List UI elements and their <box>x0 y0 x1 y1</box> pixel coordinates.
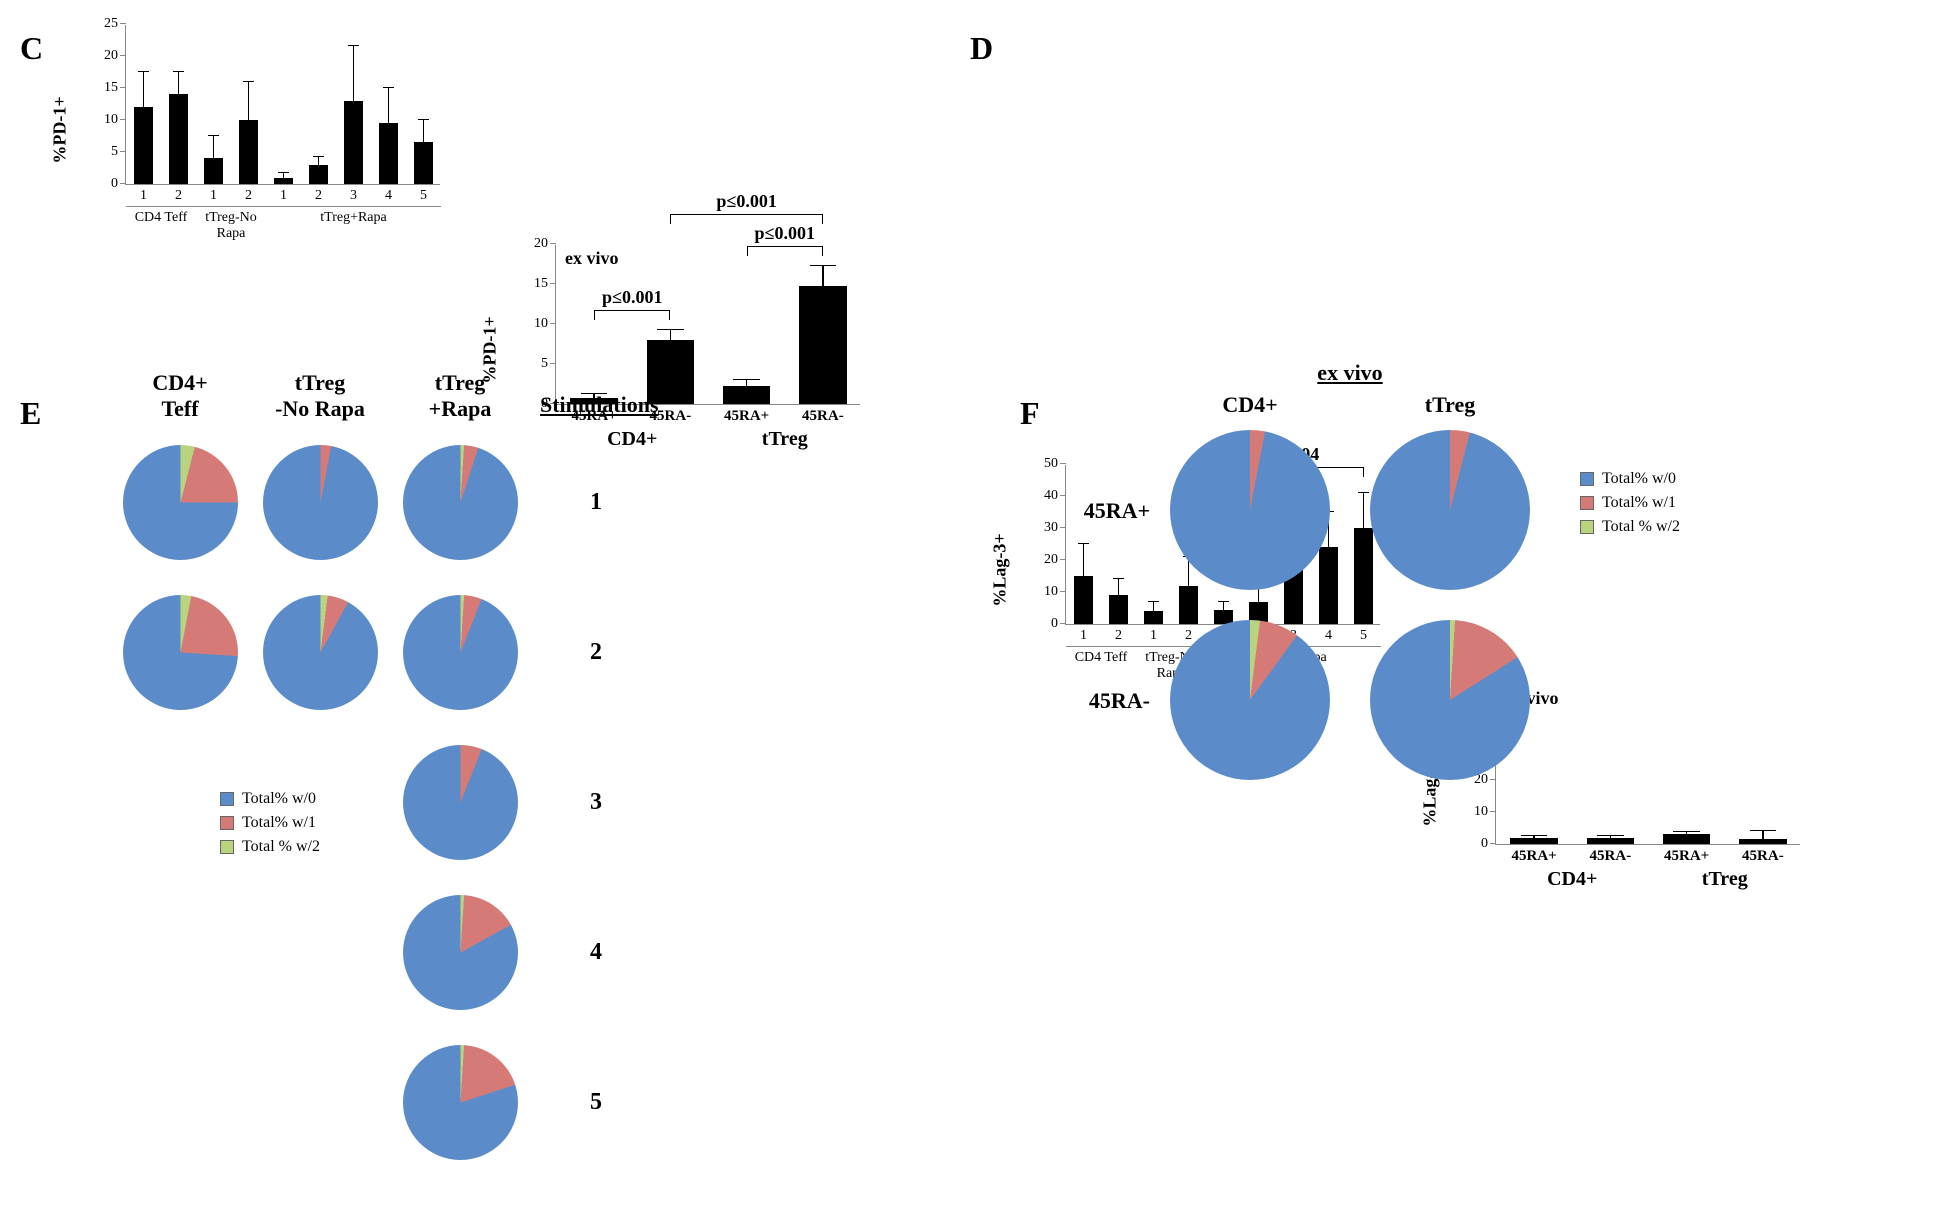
bar <box>414 142 433 184</box>
y-tick-label: 10 <box>534 316 556 332</box>
bar <box>309 165 328 184</box>
bar <box>204 158 223 184</box>
row-header: 45RA- <box>1060 688 1150 714</box>
pie-chart <box>123 595 238 710</box>
x-tick-label: 45RA+ <box>1664 844 1709 865</box>
x-tick-label: 45RA+ <box>1512 844 1557 865</box>
stimulations-header: Stimulations <box>540 392 659 418</box>
panel-f: ex vivoCD4+tTreg45RA+45RA-Total% w/0Tota… <box>1060 360 1860 790</box>
group-label: CD4 Teff <box>121 210 201 226</box>
bar <box>344 101 363 184</box>
y-tick-label: 5 <box>111 144 126 160</box>
stim-number: 1 <box>590 489 602 516</box>
pie-chart <box>403 895 518 1010</box>
legend-label: Total% w/0 <box>1602 470 1676 488</box>
panel-e: CD4+Teff tTreg-No Rapa tTreg+Rapa Stimulati… <box>90 370 840 1200</box>
bar <box>239 120 258 184</box>
x-tick-label: 4 <box>385 184 392 204</box>
bar <box>1663 834 1710 844</box>
col-header: CD4+Teff <box>152 370 207 422</box>
legend-e: Total% w/0 Total% w/1 Total % w/2 <box>220 790 320 862</box>
y-tick-label: 20 <box>104 48 126 64</box>
stim-number: 5 <box>590 1089 602 1116</box>
corner-label: ex vivo <box>565 248 619 269</box>
sig-label: p≤0.001 <box>602 287 662 308</box>
legend-label: Total% w/1 <box>1602 494 1676 512</box>
legend-f: Total% w/0 Total% w/1 Total % w/2 <box>1580 470 1680 542</box>
stim-number: 4 <box>590 939 602 966</box>
panel-c-label: C <box>20 30 43 67</box>
stim-number: 2 <box>590 639 602 666</box>
sig-label: p≤0.001 <box>755 223 815 244</box>
col-header: tTreg+Rapa <box>429 370 492 422</box>
col-header: CD4+ <box>1222 392 1277 418</box>
pie-chart <box>1370 430 1530 590</box>
pie-chart <box>1170 430 1330 590</box>
pie-chart <box>403 745 518 860</box>
col-header: tTreg <box>1425 392 1476 418</box>
x-tick-label: 2 <box>175 184 182 204</box>
y-tick-label: 15 <box>104 80 126 96</box>
col-header: tTreg-No Rapa <box>275 370 365 422</box>
group-label: tTreg-NoRapa <box>191 210 271 242</box>
legend-label: Total % w/2 <box>1602 518 1680 536</box>
legend-label: Total % w/2 <box>242 838 320 856</box>
bar <box>134 107 153 184</box>
bar <box>169 94 188 184</box>
x-tick-label: 45RA- <box>1590 844 1632 865</box>
x-tick-label: 1 <box>140 184 147 204</box>
y-tick-label: 10 <box>104 112 126 128</box>
group-label: tTreg+Rapa <box>261 210 446 226</box>
x-tick-label: 5 <box>420 184 427 204</box>
x-tick-label: 1 <box>210 184 217 204</box>
pie-chart <box>1170 620 1330 780</box>
y-tick-label: 0 <box>111 176 126 192</box>
y-axis-label: %PD-1+ <box>50 96 71 163</box>
pie-chart <box>1370 620 1530 780</box>
pie-chart <box>403 445 518 560</box>
pie-chart <box>403 1045 518 1160</box>
x-tick-label: 3 <box>350 184 357 204</box>
group-label: CD4+ <box>1491 868 1654 891</box>
group-label: tTreg <box>1644 868 1807 891</box>
y-tick-label: 25 <box>104 16 126 32</box>
y-axis-label: %Lag-3+ <box>990 533 1011 606</box>
x-tick-label: 2 <box>245 184 252 204</box>
x-tick-label: 2 <box>315 184 322 204</box>
panel-e-label: E <box>20 395 41 432</box>
row-header: 45RA+ <box>1060 498 1150 524</box>
pie-chart <box>123 445 238 560</box>
panel-f-label: F <box>1020 395 1040 432</box>
panel-d-label: D <box>970 30 993 67</box>
legend-label: Total% w/1 <box>242 814 316 832</box>
legend-label: Total% w/0 <box>242 790 316 808</box>
panel-f-title: ex vivo <box>1317 360 1382 386</box>
pie-chart <box>263 595 378 710</box>
y-tick-label: 20 <box>534 236 556 252</box>
x-tick-label: 45RA- <box>1742 844 1784 865</box>
y-tick-label: 10 <box>1474 804 1496 820</box>
y-tick-label: 0 <box>1481 836 1496 852</box>
sig-label: p≤0.001 <box>716 191 776 212</box>
y-tick-label: 15 <box>534 276 556 292</box>
chart-c1: 0510152025121212345CD4 TefftTreg-NoRapat… <box>70 20 450 240</box>
x-tick-label: 1 <box>280 184 287 204</box>
stim-number: 3 <box>590 789 602 816</box>
pie-chart <box>403 595 518 710</box>
bar <box>379 123 398 184</box>
pie-chart <box>263 445 378 560</box>
